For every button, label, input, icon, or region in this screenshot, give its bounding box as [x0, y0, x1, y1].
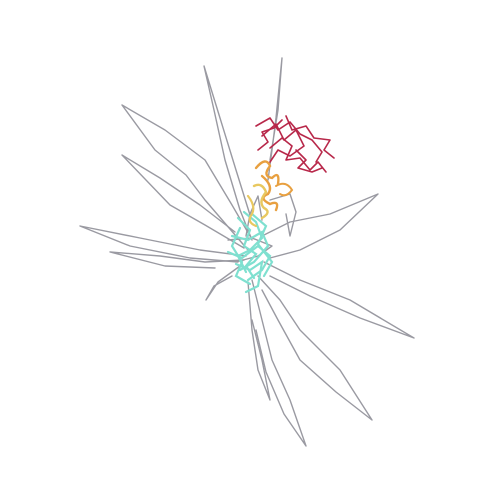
helix-yellow-1	[252, 183, 269, 220]
helix-orange-2	[260, 174, 279, 212]
red-coil-cluster	[255, 115, 335, 173]
coil-path-3	[269, 137, 327, 173]
loop-upper-left-short	[121, 154, 245, 249]
helical-segment	[246, 160, 294, 228]
coil-path-5	[257, 119, 283, 151]
loop-left-down	[205, 265, 241, 301]
coil-path-2	[261, 123, 305, 163]
loop-upper-vertical	[203, 65, 253, 241]
helix-orange-3	[275, 182, 294, 197]
loop-down-long	[251, 279, 307, 447]
core-strand-6	[250, 212, 274, 278]
helix-orange-1	[254, 160, 280, 186]
loop-top-vertical	[267, 57, 283, 181]
core-strand-5	[230, 226, 252, 286]
core-strand-2	[230, 230, 270, 272]
coil-path-1	[255, 117, 323, 163]
core-strand-7	[234, 259, 264, 294]
loop-upper-left-long	[121, 104, 251, 251]
core-domain	[226, 210, 274, 294]
loop-left-lower	[109, 251, 245, 269]
helix-yellow-2	[246, 194, 258, 228]
disordered-loops	[79, 57, 415, 447]
loop-right-lower	[263, 261, 415, 339]
coil-path-6	[295, 149, 323, 173]
loop-left-horizontal	[79, 225, 247, 263]
coil-path-4	[285, 115, 335, 159]
loop-down-right-long	[257, 275, 373, 421]
loop-down-left	[247, 281, 271, 401]
loop-right-upper	[261, 193, 379, 259]
